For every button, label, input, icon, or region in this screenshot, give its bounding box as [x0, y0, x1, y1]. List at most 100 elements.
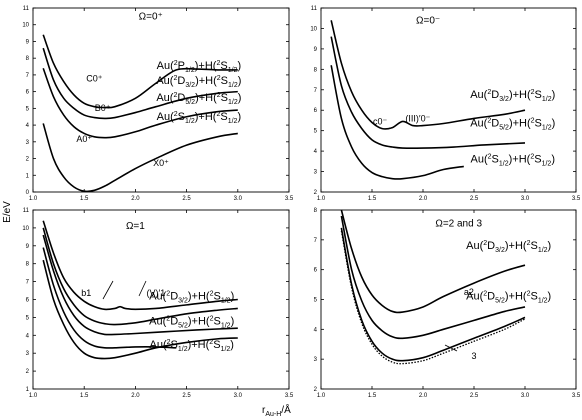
y-tick-label: 2: [26, 369, 30, 375]
curve-label: (V)′1: [147, 288, 166, 298]
panel-title: Ω=1: [126, 221, 145, 232]
x-tick-label: 2.0: [419, 196, 428, 202]
x-tick-label: 3.5: [572, 196, 581, 202]
y-tick-label: 10: [22, 226, 29, 232]
y-tick-label: 0: [26, 190, 30, 196]
y-tick-label: 11: [311, 6, 318, 12]
series-line-2: [42, 227, 238, 326]
y-tick-label: 2: [26, 157, 30, 163]
plot-frame: [320, 7, 577, 193]
y-tick-label: 1: [26, 387, 30, 393]
y-tick-label: 2: [314, 387, 318, 393]
panel-4: 1.0 1.5 2.0 2.5 3.0 3.5 2 3 4 5 6 7 8 Ω=2 and 3 a2 3 Au(…: [314, 208, 581, 399]
x-tick-label: 2.0: [131, 196, 140, 202]
x-tick-label: 2.0: [419, 393, 428, 399]
x-tick-label: 1.0: [29, 196, 38, 202]
asymptote-label: Au(2S1/2)+H(2S1/2): [157, 111, 241, 125]
x-tick-label: 1.5: [368, 393, 377, 399]
asymptote-label: Au(2D3/2)+H(2S1/2): [156, 75, 241, 89]
series-line-4: [340, 230, 526, 365]
y-tick-label: 5: [314, 298, 318, 304]
curve-label: B0⁺: [95, 103, 111, 113]
series-line-2: [330, 36, 526, 149]
y-tick-label: 8: [314, 208, 318, 214]
series-line-3: [42, 234, 238, 336]
y-tick-label: 1: [26, 173, 30, 179]
x-tick-label: 3.5: [285, 196, 294, 202]
series-line-3: [330, 65, 464, 180]
x-tick-label: 3.0: [521, 196, 530, 202]
y-tick-label: 5: [26, 315, 30, 321]
y-tick-label: 7: [26, 280, 30, 286]
y-tick-label: 3: [314, 357, 318, 363]
panel-3: 1.0 1.5 2.0 2.5 3.0 3.5 1 2 3 4 5 6 7 8 9 10 11 Ω=1 b1 (V)′…: [22, 208, 294, 399]
x-tick-label: 1.5: [80, 393, 89, 399]
series-line-5: [42, 259, 238, 360]
y-tick-label: 10: [310, 26, 317, 32]
series-line-2: [42, 47, 238, 120]
asymptote-label: Au(2S1/2)+H(2S1/2): [471, 153, 555, 167]
arrow-v1: [138, 280, 147, 297]
y-tick-label: 3: [26, 351, 30, 357]
series-line-3: [340, 227, 526, 362]
y-tick-label: 6: [314, 108, 318, 114]
y-tick-label: 6: [26, 298, 30, 304]
series-line-1: [340, 209, 526, 314]
y-tick-label: 5: [314, 129, 318, 135]
x-tick-label: 2.5: [182, 393, 191, 399]
series-line-1: [330, 20, 526, 130]
y-tick-label: 7: [314, 238, 318, 244]
y-tick-label: 8: [26, 262, 30, 268]
y-tick-label: 11: [23, 208, 30, 214]
curve-label: C0⁺: [86, 74, 103, 84]
series-line-2: [340, 215, 526, 340]
y-tick-label: 7: [314, 88, 318, 94]
y-tick-label: 9: [314, 47, 318, 53]
x-tick-label: 1.5: [80, 196, 89, 202]
y-tick-label: 3: [26, 140, 30, 146]
y-tick-label: 9: [26, 39, 30, 45]
x-axis-label-sub: Au-H: [265, 411, 281, 418]
panels-group: 1.0 1.5 2.0 2.5 3.0 3.5 0 1 2 3 4 5 6 7 8 9 10 11 Ω=0⁺ C0⁺ B…: [22, 6, 581, 399]
x-tick-label: 1.5: [368, 196, 377, 202]
series-line-4: [42, 123, 238, 193]
y-tick-label: 4: [26, 123, 30, 129]
y-tick-label: 9: [26, 244, 30, 250]
x-tick-label: 3.5: [572, 393, 581, 399]
series-line-3: [42, 67, 238, 139]
curve-label: X0⁺: [153, 158, 169, 168]
arrow-3: [444, 344, 458, 352]
curve-label: a2: [464, 287, 474, 297]
curve-label: c0⁻: [373, 117, 388, 127]
y-tick-label: 8: [26, 56, 30, 62]
asymptote-label: Au(2D3/2)+H(2S1/2): [466, 240, 551, 254]
curve-label: 3: [471, 351, 476, 361]
x-tick-label: 2.0: [131, 393, 140, 399]
x-axis-label: rAu-H/Å: [262, 403, 291, 418]
y-tick-label: 4: [314, 327, 318, 333]
panel-title: Ω=0⁺: [139, 12, 163, 23]
curve-label: A0⁺: [76, 134, 92, 144]
x-axis-label-unit: /Å: [281, 403, 291, 416]
y-tick-label: 8: [314, 67, 318, 73]
asymptote-label: Au(2D5/2)+H(2S1/2): [466, 291, 551, 305]
panel-title: Ω=0⁻: [416, 15, 440, 26]
y-tick-label: 11: [23, 6, 30, 12]
asymptote-label: Au(2D5/2)+H(2S1/2): [149, 316, 234, 330]
y-tick-label: 7: [26, 73, 30, 79]
x-tick-label: 1.0: [317, 196, 326, 202]
y-tick-label: 5: [26, 106, 30, 112]
x-tick-label: 3.0: [234, 393, 243, 399]
curve-label: b1: [81, 288, 91, 298]
asymptote-label: Au(2D3/2)+H(2S1/2): [470, 89, 555, 103]
x-tick-label: 2.5: [182, 196, 191, 202]
y-tick-label: 6: [314, 268, 318, 274]
x-tick-label: 3.0: [234, 196, 243, 202]
x-axis-label-r: r: [262, 405, 266, 416]
x-tick-label: 2.5: [470, 196, 479, 202]
asymptote-label: Au(2D5/2)+H(2S1/2): [470, 118, 555, 132]
plot-frame: [32, 7, 290, 193]
y-tick-label: 6: [26, 90, 30, 96]
panel-1: 1.0 1.5 2.0 2.5 3.0 3.5 0 1 2 3 4 5 6 7 8 9 10 11 Ω=0⁺ C0⁺ B…: [22, 6, 294, 202]
